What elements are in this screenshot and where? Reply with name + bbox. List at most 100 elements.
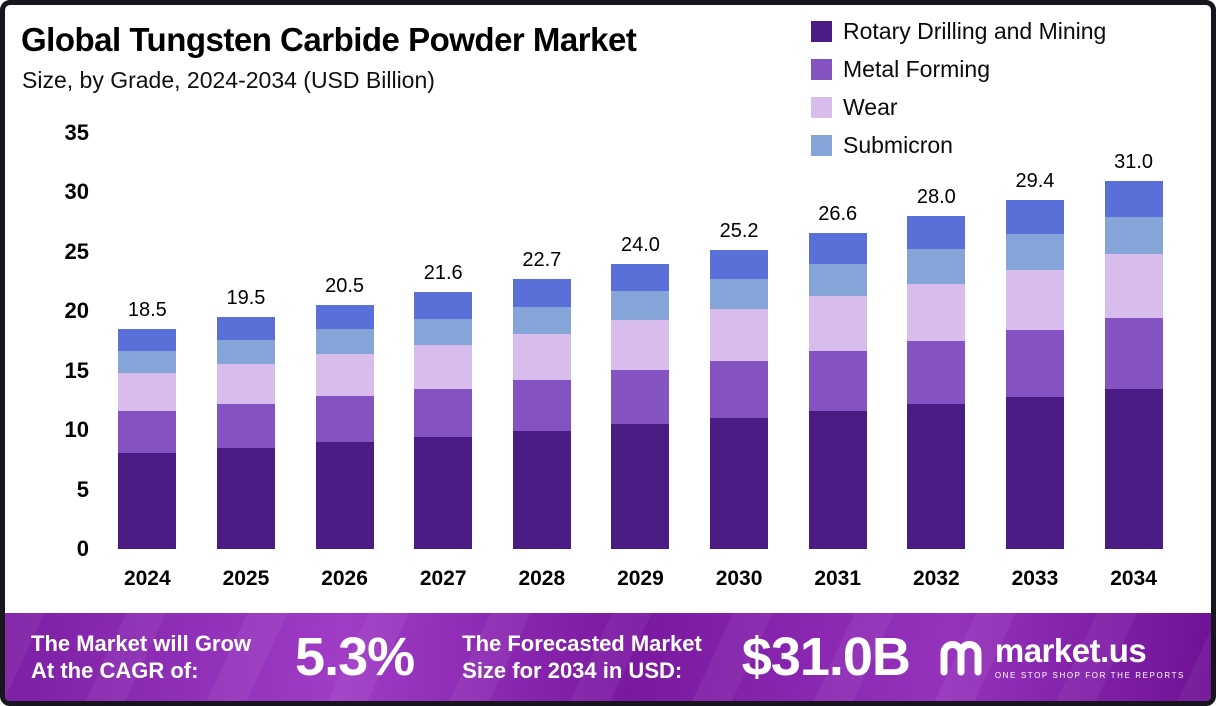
stacked-bar	[512, 279, 571, 549]
bar-segment-submicron	[907, 249, 966, 284]
bar-segment-rotary-drilling-and-mining	[1005, 396, 1064, 549]
bar-segment-metal-forming	[710, 361, 769, 419]
bar-total-label: 21.6	[423, 262, 463, 285]
legend-item-rotary-drilling-and-mining: Rotary Drilling and Mining	[811, 17, 1106, 45]
bar-total-label: 18.5	[127, 299, 167, 322]
x-axis-label: 2025	[222, 567, 270, 590]
x-axis-label: 2030	[715, 567, 763, 590]
chart-title: Global Tungsten Carbide Powder Market	[21, 21, 637, 58]
x-axis-label: 2027	[419, 567, 467, 590]
legend-item-wear: Wear	[811, 93, 1106, 121]
footer-banner: The Market will Grow At the CAGR of: 5.3…	[5, 613, 1211, 701]
bar-segment-rotary-drilling-and-mining	[118, 452, 177, 549]
bar-segment-wear	[808, 295, 867, 351]
stacked-bar	[118, 329, 177, 549]
bar-segment-top-unlabeled	[512, 279, 571, 307]
legend-swatch	[811, 96, 832, 118]
y-tick-label: 30	[64, 179, 89, 205]
y-tick-label: 20	[64, 298, 89, 324]
bar-segment-top-unlabeled	[1104, 180, 1163, 218]
bar-segment-rotary-drilling-and-mining	[907, 404, 966, 549]
bar-segment-submicron	[710, 279, 769, 309]
y-tick-label: 10	[64, 417, 89, 443]
bar-segment-wear	[414, 344, 473, 389]
brand-text: market.us ONE STOP SHOP FOR THE REPORTS	[995, 634, 1185, 680]
bar-segment-metal-forming	[611, 369, 670, 425]
bar-segment-submicron	[1005, 234, 1064, 270]
bar-segment-wear	[1005, 269, 1064, 331]
legend-item-submicron: Submicron	[811, 131, 1106, 159]
bar-segment-submicron	[512, 306, 571, 334]
x-axis-label: 2032	[912, 567, 960, 590]
bar-segment-wear	[216, 363, 275, 404]
bar-segment-top-unlabeled	[315, 305, 374, 330]
bar-segment-rotary-drilling-and-mining	[1104, 388, 1163, 549]
bar-column: 25.2	[710, 220, 769, 549]
bar-total-label: 29.4	[1015, 169, 1055, 192]
legend: Rotary Drilling and Mining Metal Forming…	[811, 17, 1106, 159]
bar-segment-rotary-drilling-and-mining	[414, 437, 473, 549]
bar-segment-wear	[1104, 254, 1163, 319]
x-axis-label: 2026	[321, 567, 368, 590]
stacked-bar	[907, 216, 966, 549]
bar-segment-rotary-drilling-and-mining	[611, 424, 670, 549]
bar-segment-wear	[611, 319, 670, 370]
bar-segment-metal-forming	[216, 404, 275, 448]
legend-label: Submicron	[843, 131, 953, 158]
x-axis: 2024 2025 2026 2027 2028 2029 2030 2031 2032 2033…	[98, 567, 1183, 591]
bar-segment-metal-forming	[1104, 318, 1163, 389]
cagr-label: The Market will Grow At the CAGR of:	[31, 630, 251, 685]
bar-segment-rotary-drilling-and-mining	[710, 418, 769, 549]
market-us-logo-icon	[937, 631, 985, 684]
forecast-value: $31.0B	[741, 627, 911, 687]
x-axis-label: 2033	[1011, 567, 1059, 590]
brand-name: market.us	[994, 632, 1147, 669]
bar-segment-rotary-drilling-and-mining	[512, 431, 571, 549]
brand-tagline: ONE STOP SHOP FOR THE REPORTS	[994, 671, 1185, 680]
bar-column: 28.0	[907, 186, 966, 549]
y-tick-label: 25	[64, 238, 89, 264]
bar-segment-metal-forming	[414, 388, 473, 438]
forecast-label-line2: Size for 2034 in USD:	[462, 658, 683, 683]
bar-column: 18.5	[118, 299, 177, 549]
bar-segment-wear	[315, 354, 374, 396]
y-tick-label: 0	[76, 536, 89, 561]
bar-column: 20.5	[315, 275, 374, 549]
y-tick-label: 15	[64, 357, 89, 383]
x-axis-label: 2031	[814, 567, 862, 590]
legend-swatch	[811, 134, 832, 156]
bar-total-label: 26.6	[818, 202, 858, 225]
cagr-value: 5.3%	[295, 627, 415, 687]
bar-segment-submicron	[315, 329, 374, 355]
bar-segment-submicron	[118, 350, 177, 374]
bar-column: 19.5	[216, 287, 275, 549]
cagr-label-line2: At the CAGR of:	[31, 658, 199, 683]
chart-subtitle: Size, by Grade, 2024-2034 (USD Billion)	[22, 67, 435, 93]
bar-column: 21.6	[414, 262, 473, 549]
forecast-label: The Forecasted Market Size for 2034 in U…	[462, 630, 702, 685]
bar-column: 22.7	[512, 249, 571, 549]
bar-segment-metal-forming	[118, 411, 177, 453]
bar-segment-top-unlabeled	[216, 317, 275, 340]
bar-segment-submicron	[1104, 217, 1163, 255]
bar-segment-metal-forming	[907, 341, 966, 404]
bar-segment-submicron	[808, 263, 867, 296]
brand-logo: market.us ONE STOP SHOP FOR THE REPORTS	[937, 631, 1189, 684]
bar-segment-wear	[118, 373, 177, 412]
x-axis-label: 2024	[123, 567, 171, 590]
bar-segment-top-unlabeled	[611, 263, 670, 292]
bar-segment-top-unlabeled	[118, 329, 177, 351]
bar-segment-submicron	[611, 291, 670, 320]
stacked-bar	[216, 317, 275, 549]
stacked-bar	[808, 232, 867, 549]
x-axis-label: 2029	[617, 567, 664, 590]
bar-segment-submicron	[414, 318, 473, 345]
legend-label: Metal Forming	[843, 55, 990, 82]
bar-segment-metal-forming	[512, 380, 571, 432]
y-tick-label: 35	[64, 120, 89, 145]
stacked-bar	[1005, 199, 1064, 549]
legend-swatch	[811, 20, 832, 42]
stacked-bar	[611, 263, 670, 549]
bar-segment-top-unlabeled	[710, 249, 769, 280]
bar-total-label: 24.0	[620, 233, 660, 256]
